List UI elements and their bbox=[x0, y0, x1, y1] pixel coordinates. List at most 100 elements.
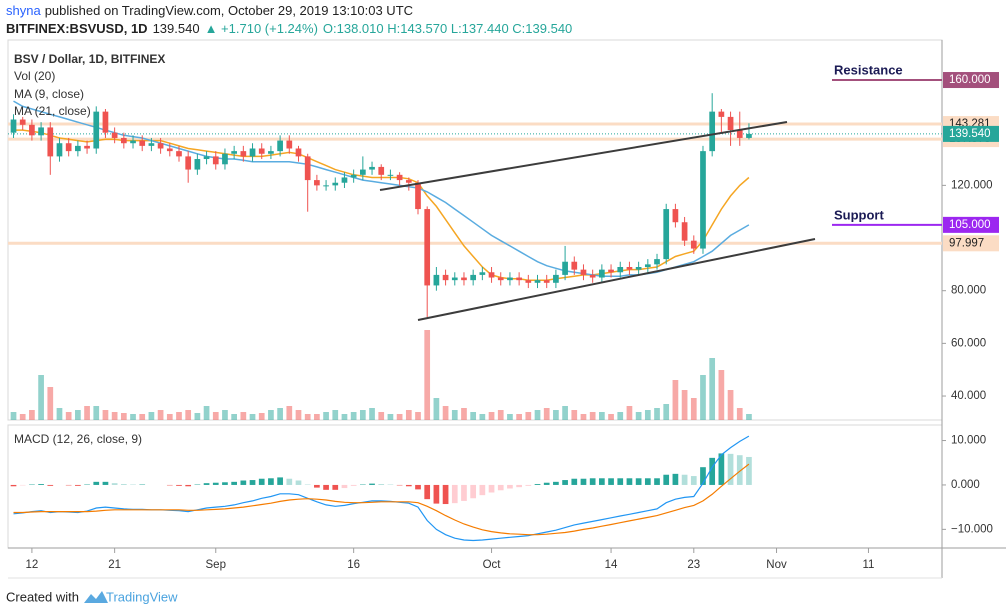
macd-line bbox=[13, 435, 750, 542]
ma-label: MA (21, close) bbox=[14, 104, 91, 118]
macd-histogram-bar bbox=[240, 480, 247, 485]
candle-body bbox=[185, 156, 192, 170]
candle-body bbox=[571, 261, 578, 270]
y-tick-label: 0.000 bbox=[951, 479, 980, 491]
volume-bar bbox=[553, 410, 559, 420]
candle-body bbox=[589, 274, 596, 278]
candle-body bbox=[608, 269, 614, 273]
price-pane bbox=[7, 39, 943, 421]
y-tick-label: 120.000 bbox=[951, 179, 993, 191]
macd-histogram-bar bbox=[608, 478, 614, 485]
volume-bar bbox=[203, 406, 210, 420]
macd-histogram-bar bbox=[470, 484, 477, 499]
x-tick-label: 14 bbox=[605, 559, 618, 571]
macd-histogram-bar bbox=[203, 483, 210, 485]
macd-histogram-bar bbox=[534, 484, 541, 485]
logo bbox=[84, 591, 108, 603]
volume-bar bbox=[451, 410, 458, 420]
macd-histogram-bar bbox=[663, 474, 670, 485]
candle-body bbox=[157, 143, 164, 149]
candle-body bbox=[286, 140, 293, 149]
candle-body bbox=[387, 174, 394, 176]
macd-histogram-bar bbox=[38, 484, 44, 485]
macd-histogram-bar bbox=[405, 484, 412, 487]
candle-body bbox=[553, 274, 559, 283]
price-label-box bbox=[943, 235, 999, 252]
candle-body bbox=[277, 140, 283, 152]
candle-body bbox=[497, 277, 504, 281]
volume-bar bbox=[461, 408, 467, 420]
candle-body bbox=[240, 151, 247, 157]
volume-title: Vol (20) bbox=[14, 69, 55, 83]
macd-title: MACD (12, 26, close, 9) bbox=[14, 432, 142, 446]
candle-body bbox=[617, 266, 624, 273]
volume-bar bbox=[194, 413, 201, 420]
macd-histogram-bar bbox=[286, 478, 293, 485]
change: ▲ +1.710 (+1.24%) bbox=[205, 21, 318, 36]
candle-body bbox=[736, 130, 743, 138]
volume-bar bbox=[47, 387, 54, 420]
macd-histogram-bar bbox=[378, 484, 385, 485]
volume-bar bbox=[139, 414, 146, 420]
volume-bar bbox=[249, 414, 256, 420]
macd-histogram-bar bbox=[488, 484, 495, 493]
macd-histogram-bar bbox=[120, 484, 127, 485]
candle-body bbox=[341, 177, 348, 183]
y-tick-label: 10.000 bbox=[951, 435, 986, 447]
volume-bar bbox=[690, 398, 697, 420]
volume-bar bbox=[157, 410, 164, 420]
macd-histogram-bar bbox=[718, 453, 725, 485]
footer-brand[interactable]: TradingView bbox=[106, 589, 178, 604]
macd-histogram-bar bbox=[332, 484, 339, 490]
macd-histogram-bar bbox=[268, 478, 274, 485]
candle-body bbox=[65, 143, 72, 152]
x-tick-label: 11 bbox=[862, 559, 874, 571]
volume-bar bbox=[442, 406, 449, 420]
macd-histogram-bar bbox=[681, 474, 688, 485]
macd-histogram-bar bbox=[709, 457, 716, 485]
volume-bar bbox=[277, 408, 283, 420]
candle-body bbox=[644, 264, 651, 267]
macd-histogram-bar bbox=[433, 484, 440, 504]
level-label-text: 105.000 bbox=[949, 219, 991, 231]
macd-histogram-bar bbox=[580, 478, 587, 485]
candle-body bbox=[295, 148, 302, 157]
candle-body bbox=[84, 145, 90, 149]
volume-bar bbox=[709, 358, 716, 420]
candle-body bbox=[442, 274, 449, 281]
macd-histogram-bar bbox=[644, 478, 651, 485]
macd-histogram-bar bbox=[75, 484, 81, 486]
ohlc: O:138.010 H:143.570 L:137.440 C:139.540 bbox=[323, 21, 572, 36]
last-price-label-box bbox=[943, 125, 999, 142]
author[interactable]: shyna bbox=[6, 3, 41, 18]
volume-bar bbox=[571, 410, 578, 420]
macd-histogram-bar bbox=[222, 482, 228, 485]
candle-body bbox=[148, 143, 155, 146]
volume-bar bbox=[350, 412, 357, 420]
candle-body bbox=[479, 272, 486, 275]
candle-body bbox=[718, 111, 725, 117]
volume-bar bbox=[130, 414, 136, 420]
volume-bar bbox=[727, 390, 734, 420]
volume-bar bbox=[736, 408, 743, 420]
candle-body bbox=[525, 280, 532, 283]
candle-body bbox=[663, 209, 670, 260]
macd-histogram-bar bbox=[47, 484, 54, 486]
macd-histogram-bar bbox=[442, 484, 449, 505]
candle-body bbox=[369, 166, 375, 170]
volume-bar bbox=[626, 406, 633, 420]
header-line: shyna published on TradingView.com, Octob… bbox=[6, 3, 413, 18]
macd-histogram-bar bbox=[516, 484, 522, 488]
macd-histogram-bar bbox=[424, 484, 431, 500]
macd-histogram-bar bbox=[249, 480, 256, 485]
candle-body bbox=[314, 180, 320, 186]
volume-bar bbox=[543, 408, 550, 420]
candle-body bbox=[534, 280, 541, 283]
candle-body bbox=[543, 280, 550, 283]
candle-body bbox=[516, 277, 522, 281]
last-price-label-text: 139.540 bbox=[949, 128, 991, 140]
candle-body bbox=[378, 166, 385, 175]
candle-body bbox=[580, 269, 587, 275]
macd-histogram-bar bbox=[497, 484, 504, 491]
